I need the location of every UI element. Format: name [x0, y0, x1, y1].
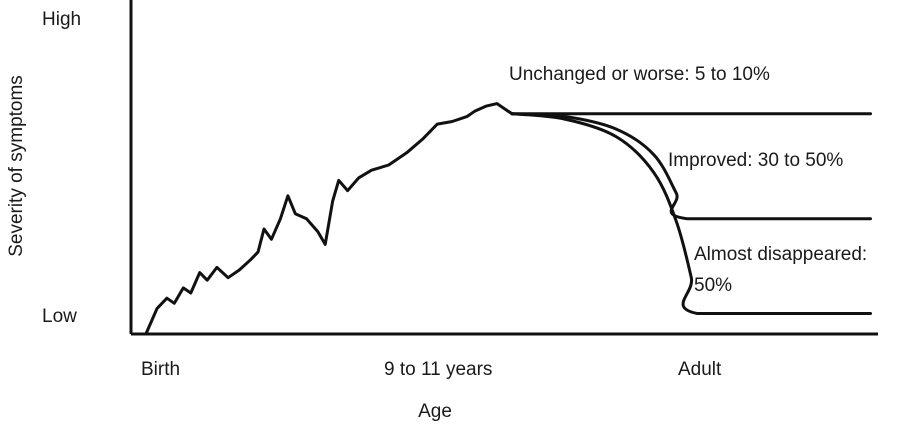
- x-axis-label: Age: [418, 401, 452, 422]
- series-layer: [144, 102, 872, 336]
- y-axis-label: Severity of symptoms: [6, 75, 27, 257]
- x-tick-label-adult: Adult: [678, 359, 722, 380]
- x-tick-label-9-to-11-years: 9 to 11 years: [384, 359, 492, 380]
- series-line-almost-disappeared: [510, 112, 872, 315]
- annotation-almost-disappeared-line1: Almost disappeared:: [694, 244, 867, 265]
- y-tick-label-low: Low: [42, 306, 77, 327]
- annotation-unchanged: Unchanged or worse: 5 to 10%: [509, 64, 770, 85]
- series-line-improved: [510, 112, 872, 221]
- x-tick-label-birth: Birth: [141, 359, 180, 380]
- annotation-almost-disappeared-line2: 50%: [694, 275, 732, 296]
- y-tick-label-high: High: [42, 9, 81, 30]
- annotation-improved: Improved: 30 to 50%: [668, 150, 843, 171]
- series-line-childhood-severity: [144, 102, 514, 336]
